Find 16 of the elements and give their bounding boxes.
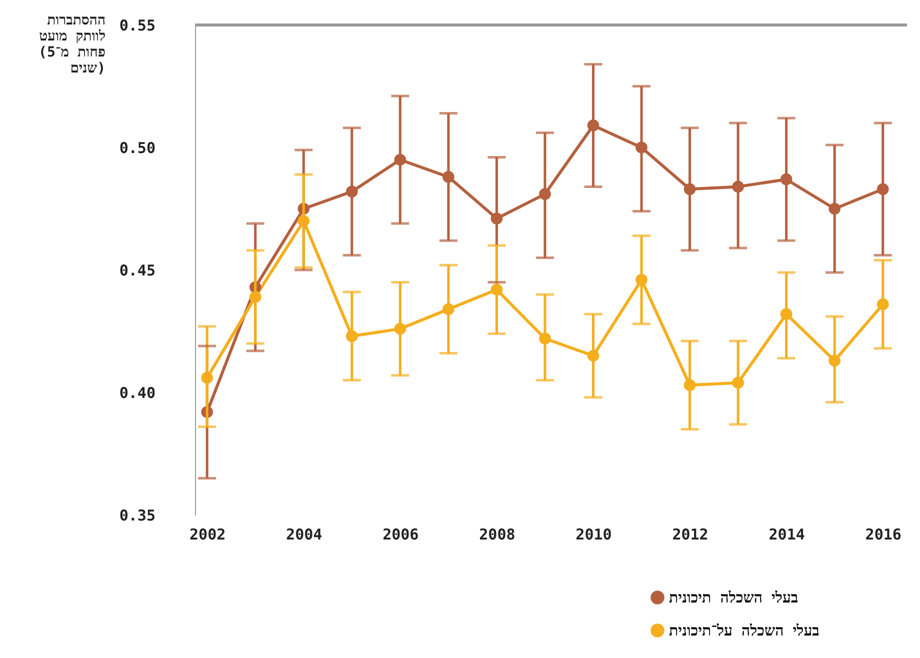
x-tick-label: 2010 (576, 526, 612, 544)
y-tick-label: 0.55 (119, 16, 156, 34)
x-tick-label: 2012 (672, 526, 708, 544)
y-tick-label: 0.40 (119, 384, 156, 402)
x-tick-label: 2004 (286, 526, 322, 544)
y-tick-label: 0.35 (119, 506, 156, 524)
y-tick-label: 0.50 (119, 139, 156, 157)
x-tick-label: 2016 (865, 526, 902, 544)
legend-label: בעלי השכלה תיכונית (669, 588, 798, 606)
x-tick-label: 2006 (382, 526, 419, 544)
x-tick-label: 2014 (768, 526, 805, 544)
x-tick-label: 2008 (479, 526, 516, 544)
y-axis-title: ההסתברות לוותק מועט (פחות מ־5 שנים) (38, 12, 106, 76)
x-tick-label: 2002 (190, 526, 226, 544)
legend-label: בעלי השכלה על־תיכונית (669, 622, 820, 640)
y-tick-label: 0.45 (119, 262, 156, 280)
